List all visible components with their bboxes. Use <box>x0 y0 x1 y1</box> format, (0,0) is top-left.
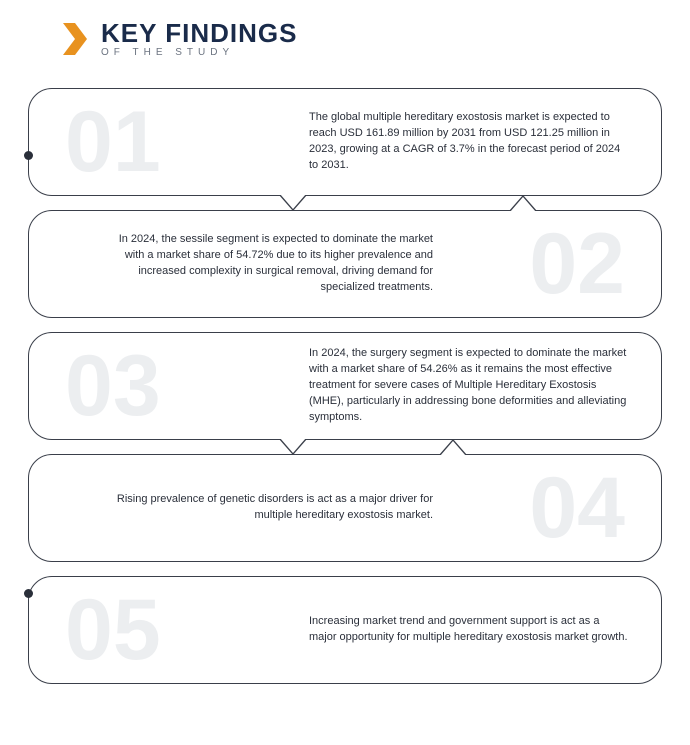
finding-number: 02 <box>529 221 625 307</box>
bubble-pointer-fill <box>440 441 466 456</box>
finding-number: 03 <box>65 343 161 429</box>
finding-text: In 2024, the sessile segment is expected… <box>113 232 433 296</box>
header-text: KEY FINDINGS OF THE STUDY <box>101 20 297 58</box>
bubble-pointer-fill <box>280 194 306 209</box>
finding-card: 02 In 2024, the sessile segment is expec… <box>28 210 662 318</box>
finding-text: Increasing market trend and government s… <box>309 614 629 646</box>
finding-number: 01 <box>65 99 161 185</box>
findings-list: 01 The global multiple hereditary exosto… <box>28 88 662 684</box>
finding-card: 03 In 2024, the surgery segment is expec… <box>28 332 662 440</box>
bubble-pointer-fill <box>510 197 536 212</box>
chevron-icon <box>63 23 91 55</box>
connector-dot <box>24 589 33 598</box>
connector-dot <box>24 151 33 160</box>
finding-text: Rising prevalence of genetic disorders i… <box>113 492 433 524</box>
header-title: KEY FINDINGS <box>101 20 297 46</box>
finding-card: 04 Rising prevalence of genetic disorder… <box>28 454 662 562</box>
finding-number: 05 <box>65 587 161 673</box>
finding-text: In 2024, the surgery segment is expected… <box>309 346 629 426</box>
finding-card: 01 The global multiple hereditary exosto… <box>28 88 662 196</box>
finding-number: 04 <box>529 465 625 551</box>
header-subtitle: OF THE STUDY <box>101 48 297 58</box>
bubble-pointer-fill <box>280 438 306 453</box>
header: KEY FINDINGS OF THE STUDY <box>63 20 662 58</box>
finding-card: 05 Increasing market trend and governmen… <box>28 576 662 684</box>
finding-text: The global multiple hereditary exostosis… <box>309 110 629 174</box>
